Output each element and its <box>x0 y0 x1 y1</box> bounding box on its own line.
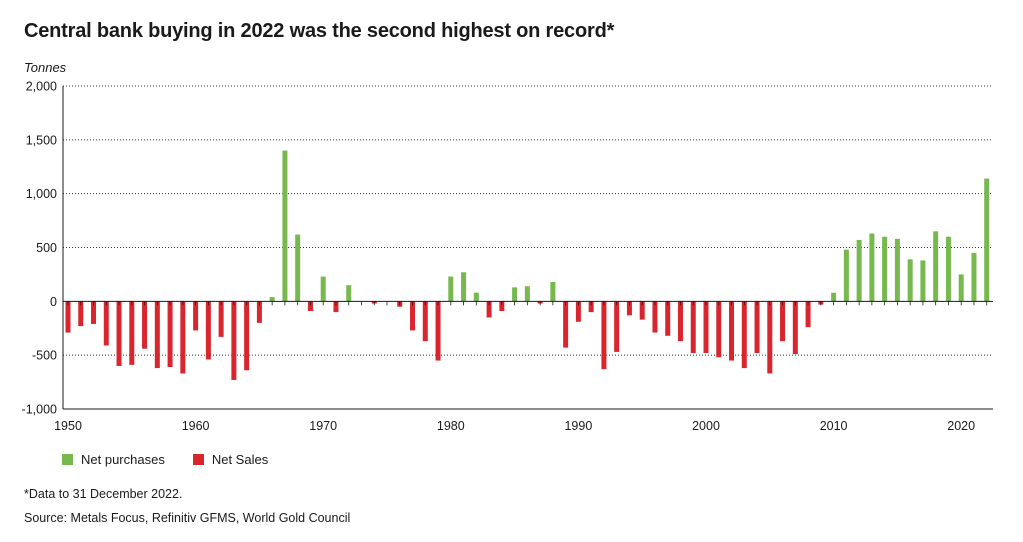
bar-net-sale <box>652 301 658 333</box>
bar-net-sale <box>78 301 84 327</box>
bar-net-purchase <box>971 252 977 302</box>
bar-net-sale <box>754 301 760 354</box>
bar-net-sale <box>103 301 109 346</box>
x-tick-label: 1990 <box>564 419 592 433</box>
bars <box>65 150 990 380</box>
x-tick-label: 1950 <box>54 419 82 433</box>
bar-net-sale <box>601 301 607 370</box>
bar-net-sale <box>792 301 798 355</box>
bar-net-sale <box>805 301 811 328</box>
bar-net-sale <box>154 301 160 369</box>
bar-net-sale <box>677 301 683 342</box>
x-tick-label: 2010 <box>820 419 848 433</box>
bar-net-sale <box>91 301 97 324</box>
bar-net-purchase <box>282 150 288 302</box>
legend-label-net-purchases: Net purchases <box>81 452 165 467</box>
y-tick-label: 1,500 <box>26 133 57 147</box>
bar-net-sale <box>703 301 709 354</box>
legend-swatch-red <box>192 454 204 465</box>
source-note: Source: Metals Focus, Refinitiv GFMS, Wo… <box>24 511 351 525</box>
bar-net-purchase <box>295 234 301 302</box>
bar-net-sale <box>167 301 173 368</box>
bar-net-sale <box>142 301 148 349</box>
bar-net-sale <box>729 301 735 361</box>
bar-net-sale <box>244 301 250 371</box>
bar-net-sale <box>193 301 199 331</box>
bar-net-purchase <box>984 178 990 302</box>
bar-net-purchase <box>524 286 530 302</box>
bar-net-sale <box>486 301 492 318</box>
bar-net-purchase <box>448 276 454 302</box>
bar-net-purchase <box>473 292 479 302</box>
bar-net-sale <box>307 301 313 312</box>
bar-net-sale <box>205 301 211 360</box>
bar-net-purchase <box>894 238 900 302</box>
y-tick-label: 1,000 <box>26 187 57 201</box>
legend-item-net-sales: Net Sales <box>192 452 269 467</box>
x-tick-label: 2020 <box>947 419 975 433</box>
y-tick-label: 0 <box>50 295 57 309</box>
bar-net-purchase <box>461 272 467 302</box>
bar-net-sale <box>333 301 339 313</box>
bar-net-sale <box>180 301 186 374</box>
bar-net-sale <box>256 301 262 323</box>
bar-net-sale <box>65 301 71 333</box>
x-tick-label: 2000 <box>692 419 720 433</box>
legend-label-net-sales: Net Sales <box>211 452 269 467</box>
bar-net-purchase <box>907 259 913 302</box>
bar-net-sale <box>410 301 416 331</box>
bar-net-sale <box>218 301 224 337</box>
x-tick-label: 1980 <box>437 419 465 433</box>
bar-net-sale <box>435 301 441 361</box>
bar-net-purchase <box>920 260 926 302</box>
bar-net-sale <box>780 301 786 342</box>
y-tick-label: 500 <box>36 241 57 255</box>
bar-net-purchase <box>945 236 951 302</box>
bar-net-purchase <box>856 239 862 302</box>
bar-net-purchase <box>512 287 518 302</box>
bar-net-purchase <box>958 274 964 302</box>
footnote: *Data to 31 December 2022. <box>24 487 183 501</box>
bar-net-sale <box>422 301 428 342</box>
bar-net-sale <box>639 301 645 320</box>
bar-net-sale <box>499 301 505 312</box>
bar-net-sale <box>129 301 135 365</box>
bar-net-purchase <box>882 236 888 302</box>
bar-net-sale <box>614 301 620 352</box>
bar-net-sale <box>665 301 671 336</box>
chart-title: Central bank buying in 2022 was the seco… <box>24 20 615 42</box>
bar-net-sale <box>588 301 594 313</box>
legend-item-net-purchases: Net purchases <box>62 452 165 467</box>
bar-net-sale <box>690 301 696 354</box>
bar-net-sale <box>116 301 122 366</box>
bar-net-purchase <box>320 276 326 302</box>
bar-net-sale <box>626 301 632 316</box>
y-axis-units-label: Tonnes <box>24 60 67 75</box>
axes: -1,000 -500 0 500 1,000 1,500 2,000 1950 1960 197… <box>22 80 993 433</box>
x-tick-label: 1960 <box>182 419 210 433</box>
y-tick-label: -500 <box>32 349 57 363</box>
legend-swatch-green <box>62 454 73 465</box>
bar-net-sale <box>231 301 237 380</box>
bar-net-purchase <box>346 285 352 302</box>
bar-net-sale <box>563 301 569 348</box>
bar-net-sale <box>575 301 581 322</box>
bar-net-purchase <box>869 233 875 302</box>
bar-net-purchase <box>933 231 939 302</box>
bar-net-purchase <box>831 292 837 302</box>
x-tick-label: 1970 <box>309 419 337 433</box>
y-tick-label: -1,000 <box>22 403 57 417</box>
bar-net-sale <box>716 301 722 358</box>
gridlines <box>63 85 993 356</box>
bar-net-purchase <box>843 249 849 302</box>
bar-net-purchase <box>269 297 275 302</box>
bar-net-sale <box>767 301 773 374</box>
legend: Net purchases Net Sales <box>62 452 268 467</box>
bar-net-purchase <box>550 281 556 302</box>
bar-net-sale <box>741 301 747 369</box>
y-tick-label: 2,000 <box>26 80 57 94</box>
